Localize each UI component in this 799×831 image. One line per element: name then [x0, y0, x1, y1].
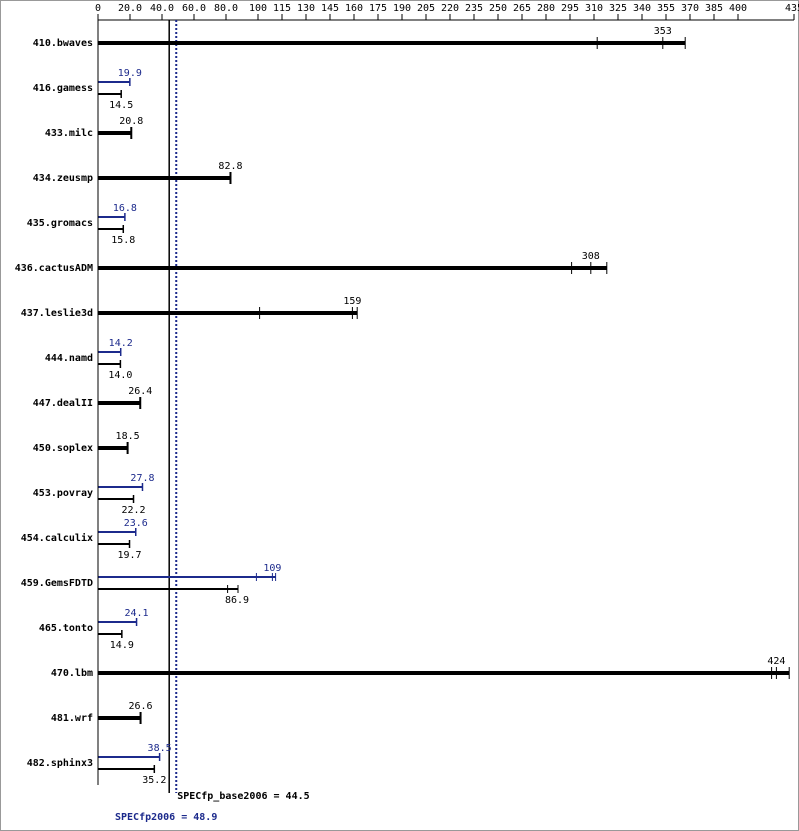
x-tick-label: 325 [609, 3, 627, 14]
x-tick-label: 265 [513, 3, 531, 14]
x-tick-label: 400 [729, 3, 747, 14]
value-label: 86.9 [225, 595, 249, 606]
x-tick-label: 250 [489, 3, 507, 14]
category-label: 481.wrf [51, 713, 93, 724]
value-label: 14.2 [109, 338, 133, 349]
x-tick-label: 175 [369, 3, 387, 14]
x-tick-label: 145 [321, 3, 339, 14]
bar [98, 716, 141, 720]
value-label: 159 [343, 296, 361, 307]
value-label: 38.5 [148, 743, 172, 754]
value-label: 109 [263, 563, 281, 574]
reference-label: SPECfp2006 = 48.9 [115, 812, 217, 823]
x-tick-label: 130 [297, 3, 315, 14]
value-label: 23.6 [124, 518, 148, 529]
x-tick-label: 280 [537, 3, 555, 14]
x-tick-label: 60.0 [182, 3, 206, 14]
category-label: 433.milc [45, 127, 93, 139]
bar [98, 176, 231, 180]
bar [98, 131, 132, 135]
x-tick-label: 370 [681, 3, 699, 14]
value-label: 18.5 [116, 431, 140, 442]
value-label: 20.8 [119, 116, 143, 127]
x-tick-label: 295 [561, 3, 579, 14]
value-label: 424 [767, 656, 785, 667]
value-label: 15.8 [111, 235, 135, 246]
x-tick-label: 0 [95, 3, 101, 14]
reference-label: SPECfp_base2006 = 44.5 [177, 791, 309, 802]
category-label: 444.namd [45, 353, 93, 364]
x-tick-label: 220 [441, 3, 459, 14]
value-label: 19.7 [117, 550, 141, 561]
value-label: 19.9 [118, 68, 142, 79]
category-label: 453.povray [33, 488, 93, 499]
x-tick-label: 100 [249, 3, 267, 14]
value-label: 14.9 [110, 640, 134, 651]
category-label: 450.soplex [33, 443, 93, 454]
x-tick-label: 435 [785, 3, 799, 14]
x-tick-label: 385 [705, 3, 723, 14]
value-label: 26.4 [128, 386, 152, 397]
category-label: 459.GemsFDTD [21, 578, 93, 589]
value-label: 353 [654, 26, 672, 37]
category-label: 416.gamess [33, 83, 93, 94]
value-label: 16.8 [113, 203, 137, 214]
category-label: 434.zeusmp [33, 173, 93, 184]
x-tick-label: 190 [393, 3, 411, 14]
value-label: 308 [582, 251, 600, 262]
x-tick-label: 205 [417, 3, 435, 14]
bar [98, 311, 358, 315]
x-tick-label: 340 [633, 3, 651, 14]
category-label: 470.lbm [51, 668, 93, 679]
category-label: 435.gromacs [27, 218, 93, 229]
x-tick-label: 160 [345, 3, 363, 14]
category-label: 447.dealII [33, 398, 93, 409]
category-label: 465.tonto [39, 623, 93, 634]
category-label: 482.sphinx3 [27, 757, 93, 769]
x-tick-label: 80.0 [214, 3, 238, 14]
category-label: 436.cactusADM [15, 263, 93, 274]
x-tick-label: 40.0 [150, 3, 174, 14]
category-label: 410.bwaves [33, 38, 93, 49]
x-tick-label: 235 [465, 3, 483, 14]
x-tick-label: 20.0 [118, 3, 142, 14]
value-label: 22.2 [121, 505, 145, 516]
value-label: 24.1 [125, 608, 149, 619]
bar [98, 401, 141, 405]
value-label: 82.8 [218, 161, 242, 172]
x-tick-label: 115 [273, 3, 291, 14]
value-label: 14.5 [109, 100, 133, 111]
bar [98, 446, 128, 450]
bar [98, 266, 607, 270]
category-label: 454.calculix [21, 532, 93, 544]
x-tick-label: 355 [657, 3, 675, 14]
category-label: 437.leslie3d [21, 307, 93, 319]
value-label: 27.8 [130, 473, 154, 484]
value-label: 26.6 [129, 701, 153, 712]
value-label: 14.0 [108, 370, 132, 381]
bar [98, 41, 686, 45]
bar [98, 671, 790, 675]
x-tick-label: 310 [585, 3, 603, 14]
value-label: 35.2 [142, 775, 166, 786]
